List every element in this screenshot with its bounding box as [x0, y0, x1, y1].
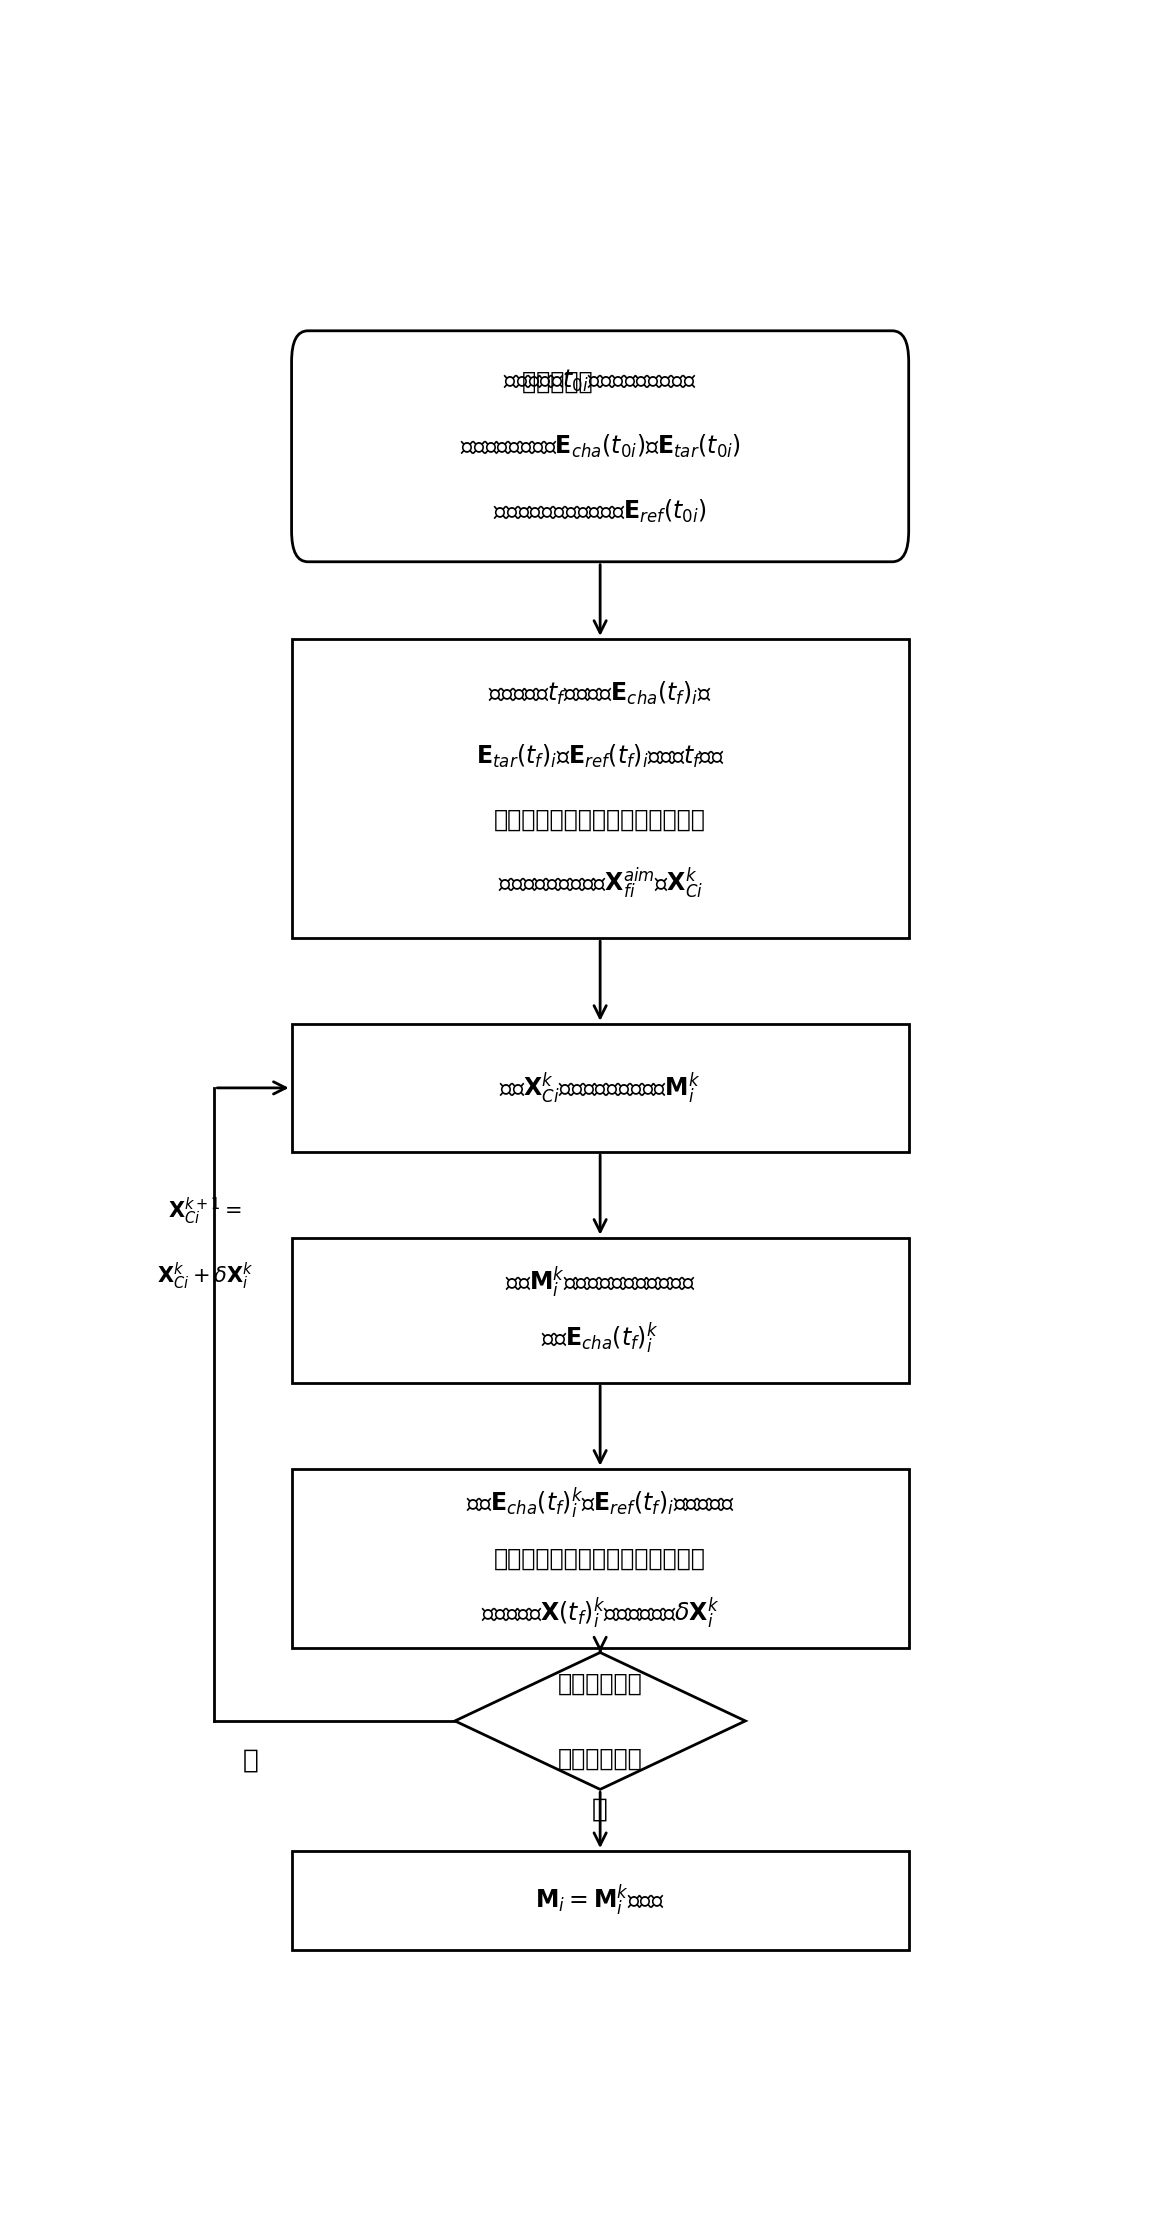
Text: 状态$\mathbf{E}_{cha}(t_f)^k_i$: 状态$\mathbf{E}_{cha}(t_f)^k_i$	[541, 1320, 659, 1355]
FancyBboxPatch shape	[292, 331, 909, 562]
Text: 根据实测的$t_{0i}$时刻追踪航天器、目: 根据实测的$t_{0i}$时刻追踪航天器、目	[504, 369, 697, 393]
Text: 根据$\mathbf{X}^k_{Ci}$，计算轨道控制参数$\mathbf{M}^k_i$: 根据$\mathbf{X}^k_{Ci}$，计算轨道控制参数$\mathbf{M…	[499, 1071, 701, 1107]
Text: 计算参考航天器初始状态$\mathbf{E}_{ref}(t_{0i})$: 计算参考航天器初始状态$\mathbf{E}_{ref}(t_{0i})$	[493, 498, 707, 524]
FancyBboxPatch shape	[292, 1851, 909, 1951]
Text: 根据实测的: 根据实测的	[522, 369, 601, 393]
Text: 天器的状态$\mathbf{X}(t_f)^k_i$，计算脱靶量$\delta\mathbf{X}^k_i$: 天器的状态$\mathbf{X}(t_f)^k_i$，计算脱靶量$\delta\…	[481, 1595, 719, 1631]
FancyBboxPatch shape	[292, 1238, 909, 1382]
FancyBboxPatch shape	[292, 1024, 909, 1151]
Text: 标航天器初始状态$\mathbf{E}_{cha}(t_{0i})$、$\mathbf{E}_{tar}(t_{0i})$: 标航天器初始状态$\mathbf{E}_{cha}(t_{0i})$、$\mat…	[460, 433, 740, 460]
Text: $\mathbf{M}_i = \mathbf{M}^k_i$，退出: $\mathbf{M}_i = \mathbf{M}^k_i$，退出	[535, 1882, 665, 1918]
Text: $\mathbf{X}^k_{Ci}+\delta\mathbf{X}^k_i$: $\mathbf{X}^k_{Ci}+\delta\mathbf{X}^k_i$	[157, 1260, 254, 1291]
Text: 是: 是	[593, 1798, 608, 1822]
Text: 判断脱靶量是: 判断脱靶量是	[557, 1671, 643, 1695]
Text: 否小于允许值: 否小于允许值	[557, 1746, 643, 1771]
FancyBboxPatch shape	[292, 1469, 909, 1649]
Text: 刻参考航天器轨道坐标系中追踪航: 刻参考航天器轨道坐标系中追踪航	[494, 1547, 706, 1571]
Text: $\mathbf{E}_{tar}(t_f)_i$和$\mathbf{E}_{ref}(t_f)_i$，计算$t_f$时刻: $\mathbf{E}_{tar}(t_f)_i$和$\mathbf{E}_{r…	[475, 742, 725, 771]
Text: 根据$\mathbf{M}^k_i$轨道仿真获得追踪器终端: 根据$\mathbf{M}^k_i$轨道仿真获得追踪器终端	[505, 1264, 696, 1300]
Text: 根据$\mathbf{E}_{cha}(t_f)^k_i$及$\mathbf{E}_{ref}(t_f)_i$计算终端时: 根据$\mathbf{E}_{cha}(t_f)^k_i$及$\mathbf{E…	[466, 1487, 734, 1522]
FancyBboxPatch shape	[292, 638, 909, 938]
Text: 轨道坐标系中的状态$\mathbf{X}^{aim}_{fi}$和$\mathbf{X}^k_{Ci}$: 轨道坐标系中的状态$\mathbf{X}^{aim}_{fi}$和$\mathb…	[498, 867, 703, 902]
Text: 轨道仿真到$t_f$时刻获得$\mathbf{E}_{cha}(t_f)_i$、: 轨道仿真到$t_f$时刻获得$\mathbf{E}_{cha}(t_f)_i$、	[488, 680, 712, 707]
Text: $\mathbf{X}^{k+1}_{Ci}=$: $\mathbf{X}^{k+1}_{Ci}=$	[169, 1195, 242, 1227]
Text: 瞄准点和追踪航天器在参考航天器: 瞄准点和追踪航天器在参考航天器	[494, 809, 706, 831]
Polygon shape	[454, 1653, 746, 1789]
Text: 否: 否	[242, 1746, 259, 1773]
